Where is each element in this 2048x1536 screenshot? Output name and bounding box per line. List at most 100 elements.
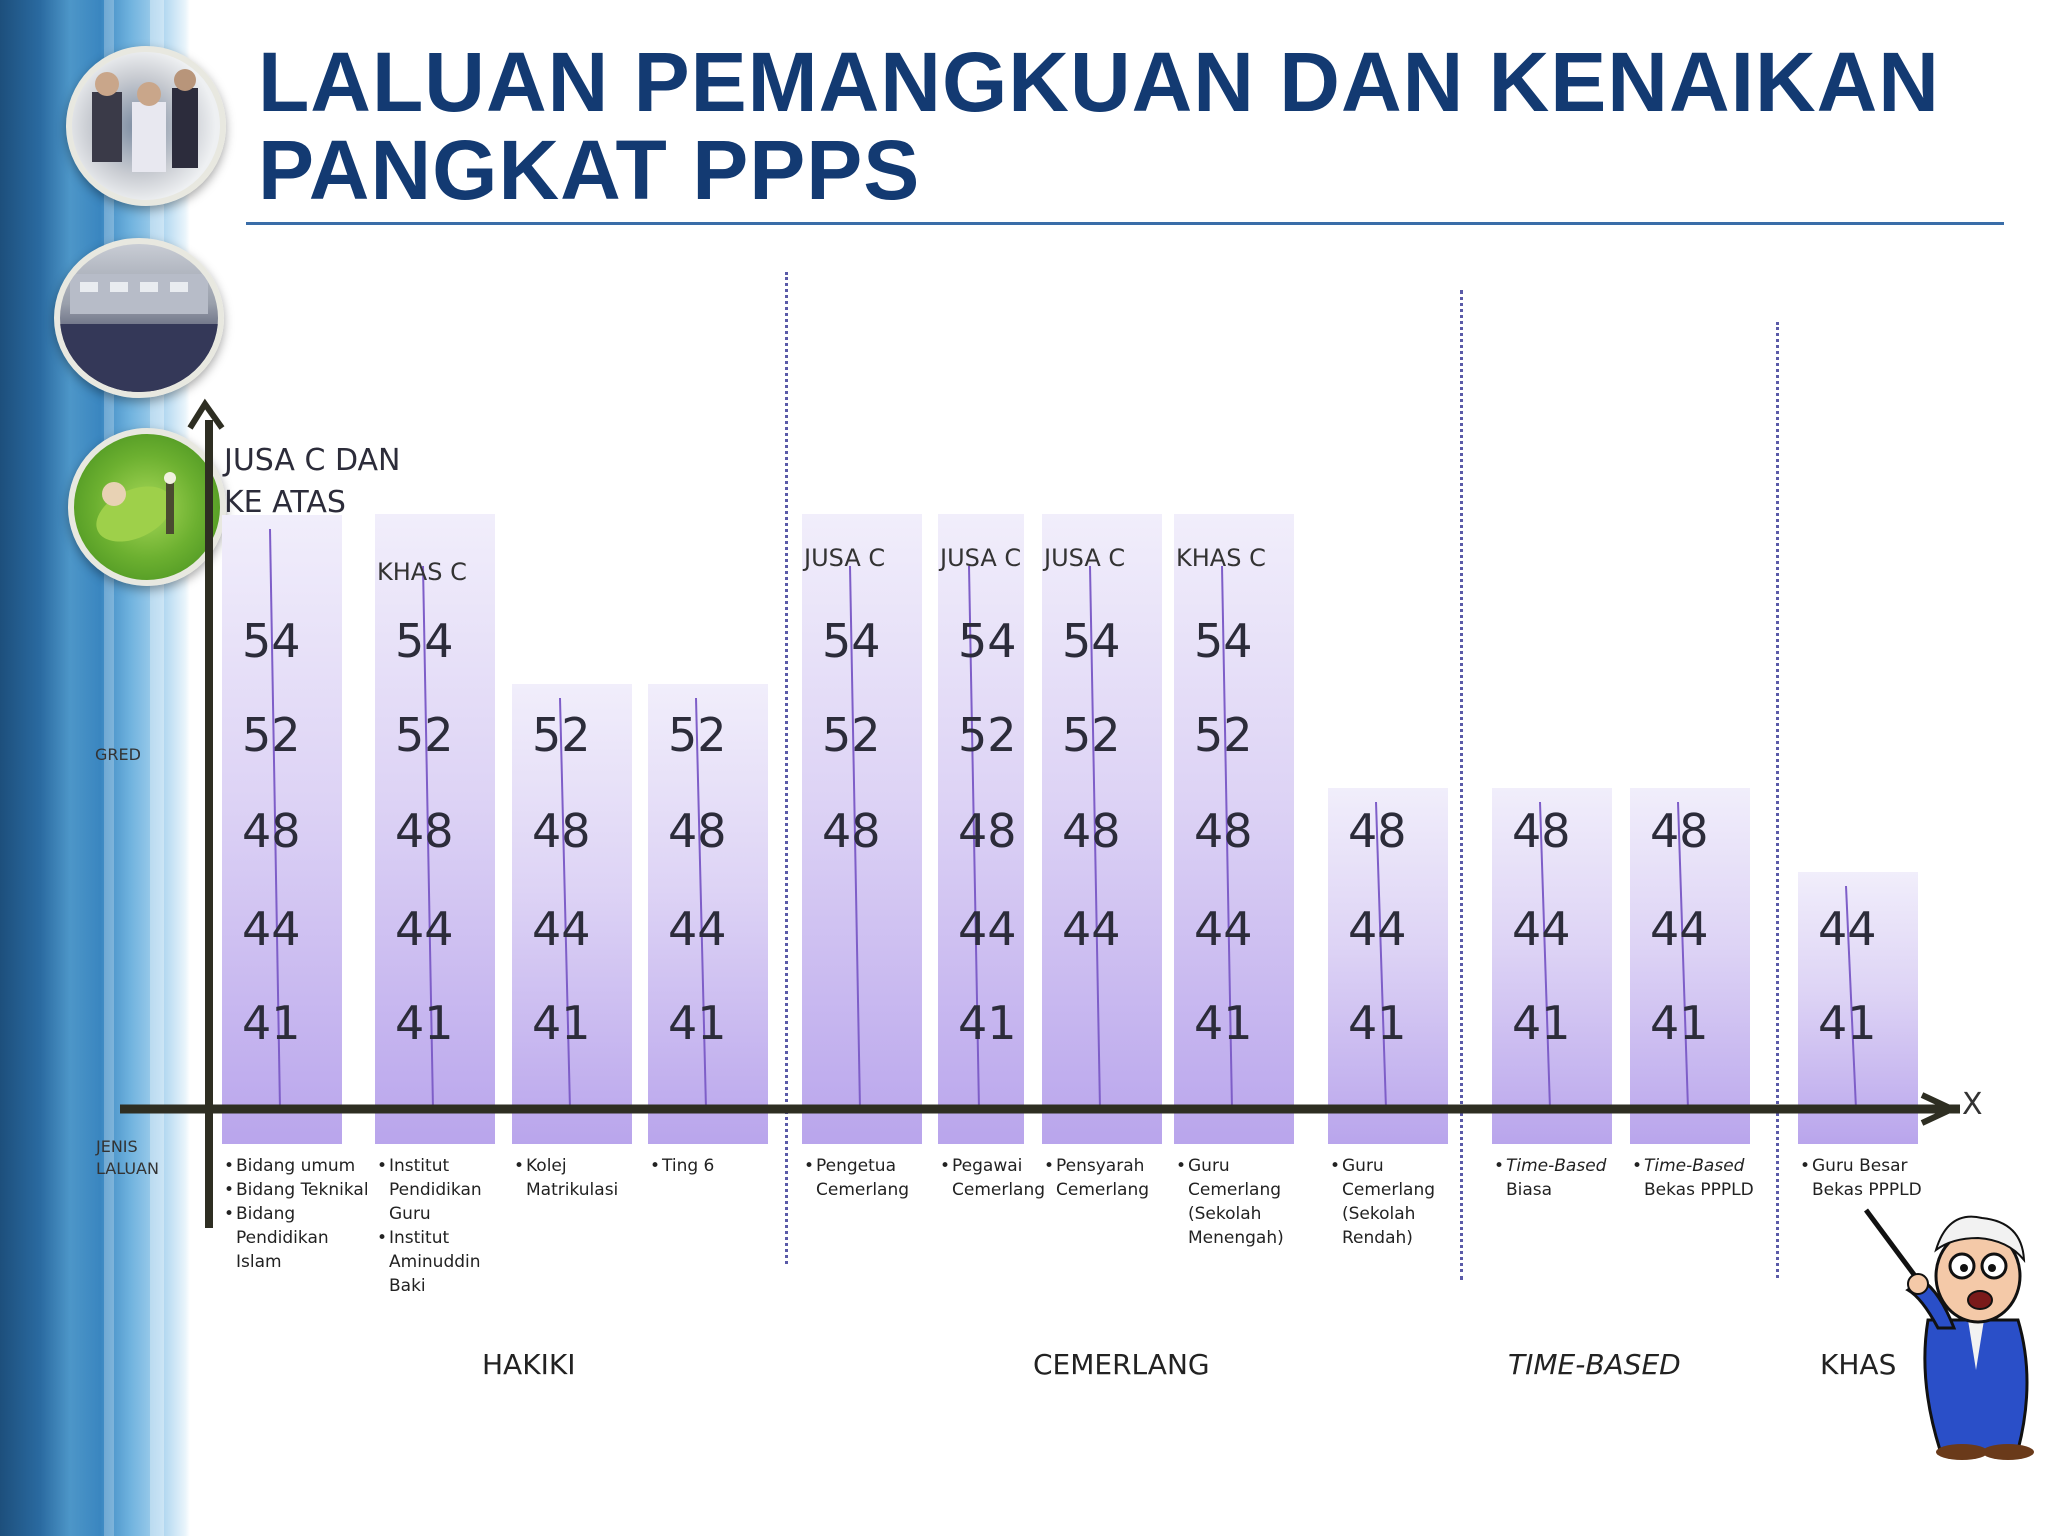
description-line: Pendidikan [236,1228,329,1248]
group-label-time-based: TIME-BASED [1508,1348,1681,1381]
description-line: Cemerlang [952,1180,1046,1200]
description-line: (Sekolah [1342,1204,1416,1224]
description-line: Kolej [514,1154,670,1178]
group-separator [1776,322,1779,1278]
column-top-label: JUSA C [804,544,886,572]
description-line: Cemerlang [1056,1180,1150,1200]
grade-value: 52 [668,708,727,762]
grade-value: 44 [1512,902,1571,956]
grade-value: 41 [242,996,301,1050]
group-label-khas: KHAS [1820,1348,1897,1381]
grade-value: 44 [242,902,301,956]
professor-cartoon-icon [1863,1208,2034,1460]
description-line: Pendidikan [389,1180,482,1200]
column-top-label: JUSA C [940,544,1022,572]
route-description: Bidang umumBidang TeknikalBidangPendidik… [224,1154,380,1274]
grade-value: 48 [1194,804,1253,858]
x-axis-arrowhead [1920,1092,1960,1126]
description-line: Cemerlang [1188,1180,1282,1200]
grade-value: 48 [1512,804,1571,858]
page-title: LALUAN PEMANGKUAN DAN KENAIKAN PANGKAT P… [258,35,1940,217]
grade-value: 41 [1348,996,1407,1050]
description-line: Bidang Teknikal [224,1178,380,1202]
grade-value: 54 [1194,614,1253,668]
description-line: Ting 6 [650,1154,806,1178]
description-line: Pensyarah [1044,1154,1200,1178]
grade-value: 48 [822,804,881,858]
description-line: (Sekolah [1188,1204,1262,1224]
grade-value: 41 [668,996,727,1050]
grade-value: 44 [1348,902,1407,956]
route-column [802,514,922,1144]
route-column [1328,788,1448,1144]
description-line: Guru [1330,1154,1486,1178]
people-photo-icon [92,69,198,172]
photo-circle-nature [68,428,226,586]
grade-value: 44 [532,902,591,956]
y-axis-arrowhead [187,398,225,430]
description-line: Guru Besar [1800,1154,1956,1178]
description-line: Bidang umum [224,1154,380,1178]
leaf-butterfly-icon [96,472,176,542]
grade-value: 52 [1062,708,1121,762]
route-column [512,684,632,1144]
grade-value: 54 [242,614,301,668]
grade-value: 48 [668,804,727,858]
description-line: Bekas PPPLD [1644,1180,1754,1200]
grade-value: 52 [958,708,1017,762]
photo-circle-assembly [54,238,224,398]
route-column [1798,872,1918,1144]
sidebar-stripe [104,0,114,1536]
grade-value: 44 [1650,902,1709,956]
description-line: Guru [389,1204,431,1224]
grade-value: 52 [1194,708,1253,762]
grade-value: 41 [958,996,1017,1050]
group-separator [785,272,788,1264]
route-description: Ting 6 [650,1154,806,1178]
grade-value: 52 [242,708,301,762]
grade-value: 48 [1062,804,1121,858]
column-top-label: JUSA C [1044,544,1126,572]
description-line: Menengah) [1188,1228,1284,1248]
grade-value: 41 [1512,996,1571,1050]
grade-value: 54 [395,614,454,668]
grade-value: 52 [395,708,454,762]
route-column [1492,788,1612,1144]
grade-value: 44 [395,902,454,956]
group-separator [1460,290,1463,1280]
title-underline [246,222,2004,225]
route-column [1630,788,1750,1144]
description-line: Bekas PPPLD [1812,1180,1922,1200]
grade-value: 44 [1194,902,1253,956]
grade-value: 41 [1650,996,1709,1050]
column-top-label: KHAS C [377,558,467,586]
group-label-cemerlang: CEMERLANG [1033,1348,1210,1381]
grade-value: 52 [532,708,591,762]
description-line: Pengetua [804,1154,960,1178]
route-column [222,515,342,1144]
grade-value: 44 [1818,902,1877,956]
grade-value: 54 [822,614,881,668]
route-column [1042,514,1162,1144]
grade-value: 41 [1194,996,1253,1050]
route-column [375,514,495,1144]
grade-value: 52 [822,708,881,762]
description-line: Islam [236,1252,282,1272]
grade-value: 48 [1650,804,1709,858]
group-label-hakiki: HAKIKI [482,1348,576,1381]
route-description: InstitutPendidikanGuruInstitutAminuddinB… [377,1154,533,1298]
description-line: Pegawai [940,1154,1062,1178]
grade-value: 48 [242,804,301,858]
